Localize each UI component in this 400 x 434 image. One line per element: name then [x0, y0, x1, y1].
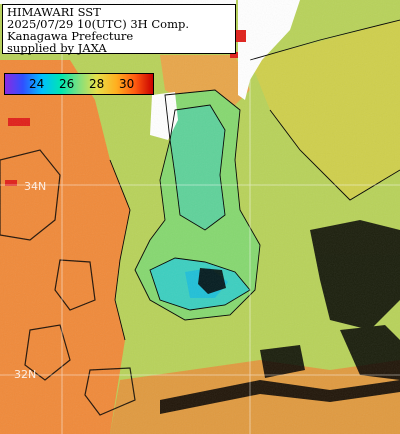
caption-region: Kanagawa Prefecture [7, 29, 134, 43]
legend-tick-26: 26 [59, 77, 75, 91]
legend-tick-28: 28 [89, 77, 105, 91]
caption-credit: supplied by JAXA [7, 41, 107, 55]
caption-title: HIMAWARI SST [7, 5, 101, 19]
temperature-legend: 24 26 28 30 [4, 73, 154, 95]
caption-timestamp: 2025/07/29 10(UTC) 3H Comp. [7, 17, 190, 31]
lat-label-34n: 34N [24, 180, 47, 193]
lat-label-32n: 32N [14, 368, 37, 381]
legend-tick-24: 24 [29, 77, 45, 91]
map-caption: HIMAWARI SST 2025/07/29 10(UTC) 3H Comp.… [2, 4, 236, 54]
legend-tick-30: 30 [119, 77, 135, 91]
